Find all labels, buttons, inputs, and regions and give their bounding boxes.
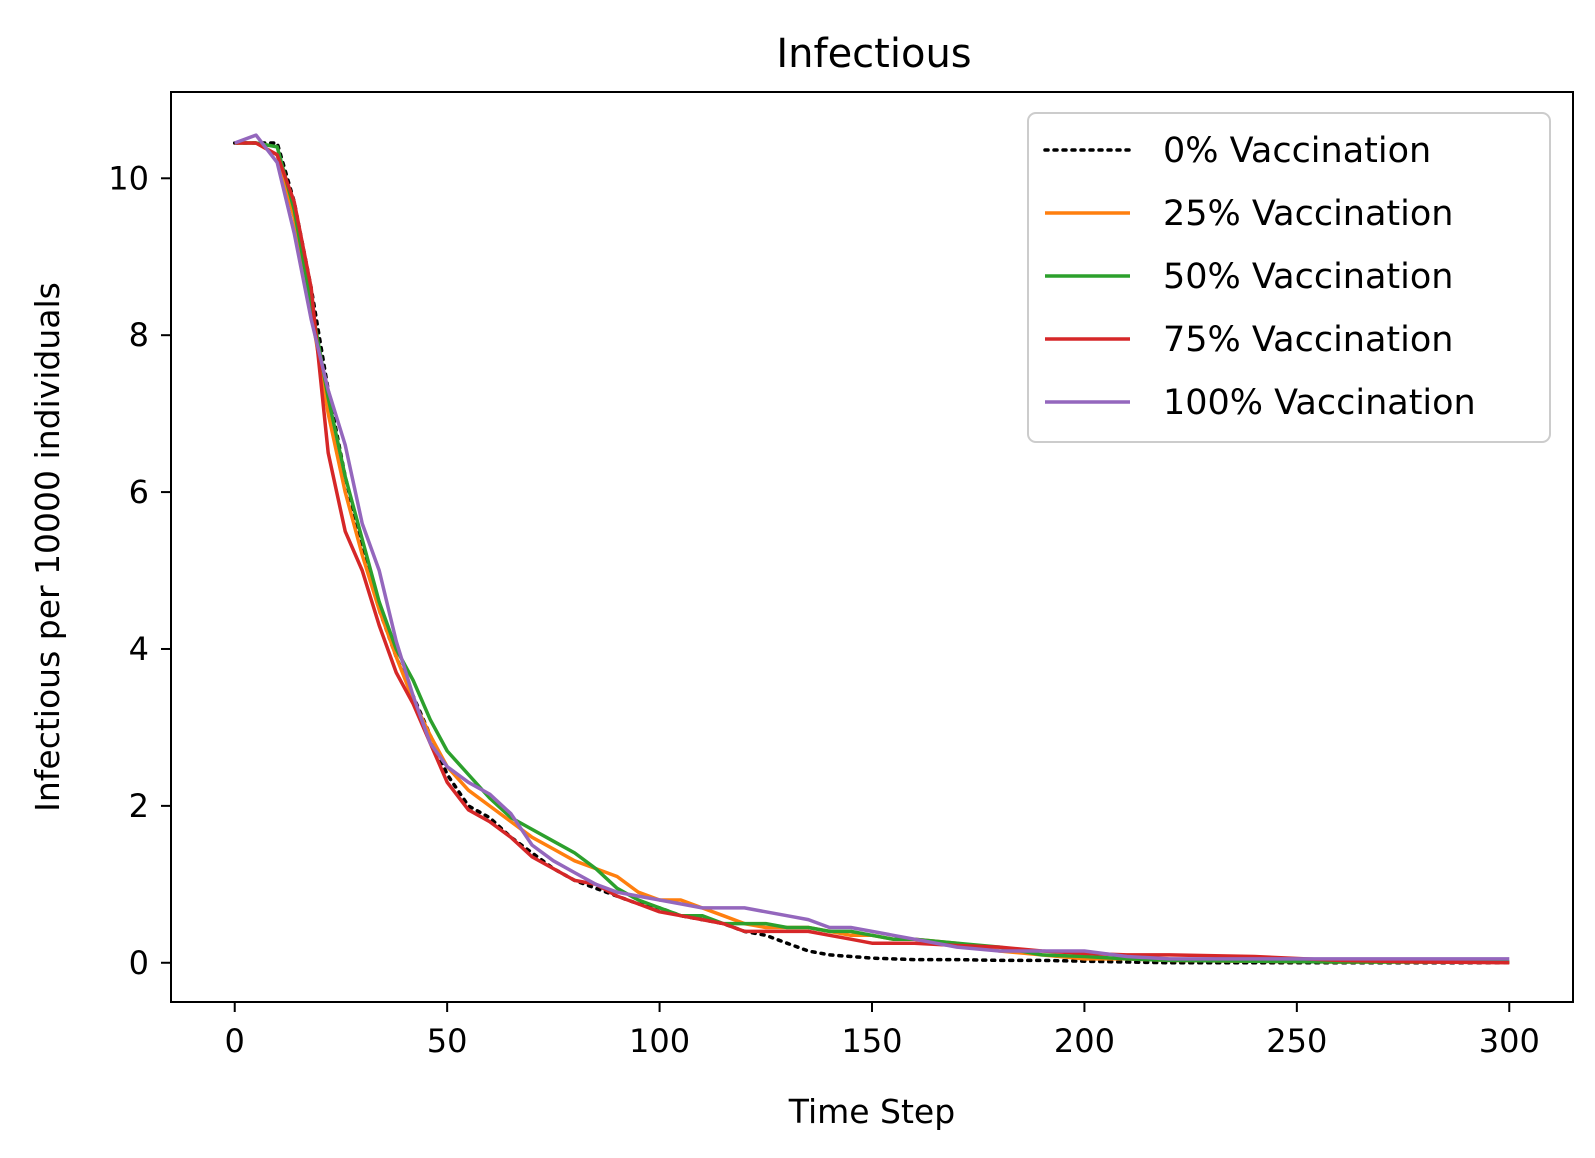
x-tick-label: 50 [427,1022,468,1060]
legend-label: 50% Vaccination [1163,257,1453,297]
series-layer [232,133,1512,965]
y-tick-label: 8 [129,316,149,354]
x-tick-label: 150 [841,1022,902,1060]
legend-label: 25% Vaccination [1163,194,1453,234]
x-axis: 0 50 100 150 200 250 300 [225,1002,1540,1060]
legend-label: 75% Vaccination [1163,320,1453,360]
x-tick-label: 200 [1054,1022,1115,1060]
y-tick-label: 0 [129,944,149,982]
x-tick-label: 0 [225,1022,245,1060]
legend-label: 100% Vaccination [1163,383,1476,423]
x-tick-label: 300 [1479,1022,1540,1060]
y-axis: 0 2 4 6 8 10 [108,159,171,982]
chart-title: Infectious [776,31,971,77]
y-axis-label: Infectious per 10000 individuals [28,282,67,812]
plot-area [170,91,1574,1003]
x-tick-label: 100 [629,1022,690,1060]
x-axis-label: Time Step [788,1092,955,1131]
y-tick-label: 10 [108,159,149,197]
y-tick-label: 4 [129,630,149,668]
y-tick-label: 6 [129,473,149,511]
series-line-4 [234,133,1510,961]
x-tick-label: 250 [1266,1022,1327,1060]
legend-box [1027,112,1551,443]
legend: 0% Vaccination 25% Vaccination 50% Vaccina… [1027,112,1551,443]
y-tick-label: 2 [129,787,149,825]
legend-label: 0% Vaccination [1163,131,1431,171]
